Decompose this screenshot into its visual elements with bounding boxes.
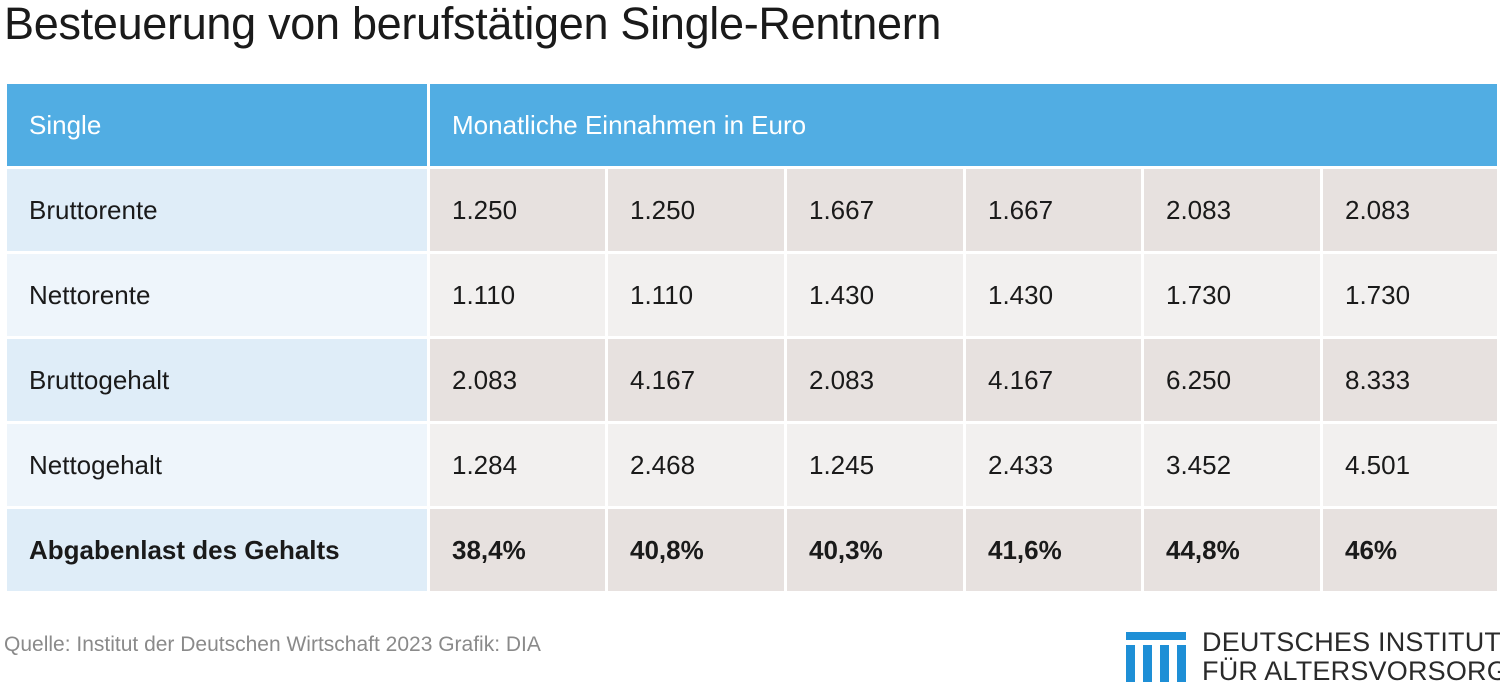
- table-cell: 2.083: [1141, 166, 1323, 254]
- table-cell: 38,4%: [427, 506, 608, 594]
- table-cell: 2.083: [427, 336, 608, 424]
- table-row: Bruttorente 1.250 1.250 1.667 1.667 2.083 2.08…: [4, 166, 1500, 254]
- table-cell: 46%: [1319, 506, 1500, 594]
- table-row: Nettogehalt 1.284 2.468 1.245 2.433 3.452 4.50…: [4, 421, 1500, 509]
- table-cell: 8.333: [1319, 336, 1500, 424]
- table-cell: 1.284: [427, 421, 608, 509]
- table-cell: 4.167: [605, 336, 787, 424]
- table-cell: 2.433: [963, 421, 1144, 509]
- table-cell: 1.245: [784, 421, 966, 509]
- logo-line-2: FÜR ALTERSVORSORGE: [1202, 656, 1500, 686]
- column-header-income: Monatliche Einnahmen in Euro: [426, 81, 1500, 169]
- dia-logo: DEUTSCHES INSTITUT FÜR ALTERSVORSORGE: [1126, 628, 1500, 686]
- table-header-row: Single Monatliche Einnahmen in Euro: [4, 81, 1500, 169]
- table-cell: 1.110: [605, 251, 787, 339]
- table-cell: 40,8%: [605, 506, 787, 594]
- dia-logo-icon: [1126, 632, 1186, 682]
- table-cell: 1.250: [427, 166, 608, 254]
- data-table: Single Monatliche Einnahmen in Euro Brut…: [4, 81, 1500, 594]
- table-cell: 1.667: [784, 166, 966, 254]
- table-cell: 2.083: [1319, 166, 1500, 254]
- row-label: Nettogehalt: [4, 421, 430, 509]
- table-cell: 1.730: [1319, 251, 1500, 339]
- table-cell: 40,3%: [784, 506, 966, 594]
- table-cell: 1.110: [427, 251, 608, 339]
- logo-line-1: DEUTSCHES INSTITUT: [1202, 627, 1500, 657]
- table-body: Bruttorente 1.250 1.250 1.667 1.667 2.083 2.08…: [4, 166, 1500, 594]
- dia-logo-text: DEUTSCHES INSTITUT FÜR ALTERSVORSORGE: [1202, 628, 1500, 686]
- table-cell: 41,6%: [963, 506, 1144, 594]
- table-cell: 4.167: [963, 336, 1144, 424]
- row-label: Bruttorente: [4, 166, 430, 254]
- table-cell: 1.250: [605, 166, 787, 254]
- row-label: Bruttogehalt: [4, 336, 430, 424]
- chart-title: Besteuerung von berufstätigen Single-Ren…: [4, 0, 942, 49]
- source-note: Quelle: Institut der Deutschen Wirtschaf…: [4, 633, 541, 656]
- table-row: Bruttogehalt 2.083 4.167 2.083 4.167 6.250 8.3…: [4, 336, 1500, 424]
- table-cell: 3.452: [1141, 421, 1323, 509]
- table-cell: 2.083: [784, 336, 966, 424]
- table-cell: 1.730: [1141, 251, 1323, 339]
- row-label: Nettorente: [4, 251, 430, 339]
- table-cell: 1.667: [963, 166, 1144, 254]
- table-cell: 6.250: [1141, 336, 1323, 424]
- table-cell: 2.468: [605, 421, 787, 509]
- table-cell: 4.501: [1319, 421, 1500, 509]
- row-label: Abgabenlast des Gehalts: [4, 506, 430, 594]
- table-row: Abgabenlast des Gehalts 38,4% 40,8% 40,3% 41…: [4, 506, 1500, 594]
- column-header-single: Single: [4, 81, 430, 169]
- table-cell: 1.430: [784, 251, 966, 339]
- table-row: Nettorente 1.110 1.110 1.430 1.430 1.730 1.730: [4, 251, 1500, 339]
- table-cell: 1.430: [963, 251, 1144, 339]
- table-cell: 44,8%: [1141, 506, 1323, 594]
